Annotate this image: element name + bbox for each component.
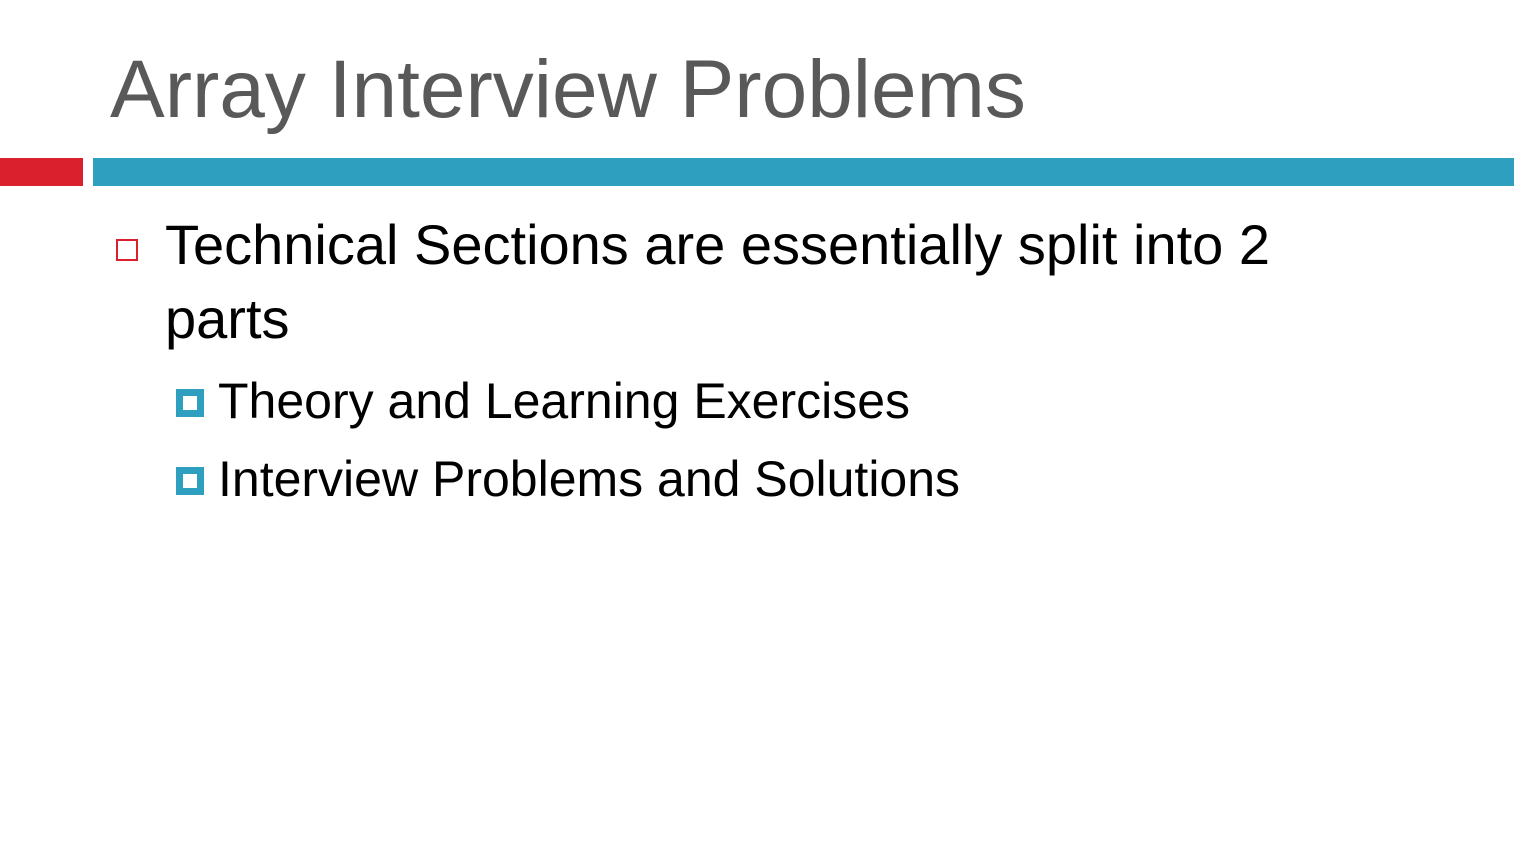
filled-square-bullet-icon: [176, 467, 204, 495]
title-accent-blue-bar: [93, 158, 1514, 186]
sub-bullet-item: Theory and Learning Exercises: [175, 371, 1175, 431]
title-accent-red-bar: [0, 158, 83, 186]
sub-bullet-text: Theory and Learning Exercises: [218, 373, 911, 429]
filled-square-bullet-icon: [176, 389, 204, 417]
sub-bullet-item: Interview Problems and Solutions: [175, 449, 1175, 509]
bullet-text: Technical Sections are essentially split…: [165, 213, 1271, 350]
slide-title: Array Interview Problems: [110, 44, 1026, 135]
sub-bullet-text: Interview Problems and Solutions: [218, 451, 961, 507]
hollow-square-bullet-icon: [116, 239, 138, 261]
